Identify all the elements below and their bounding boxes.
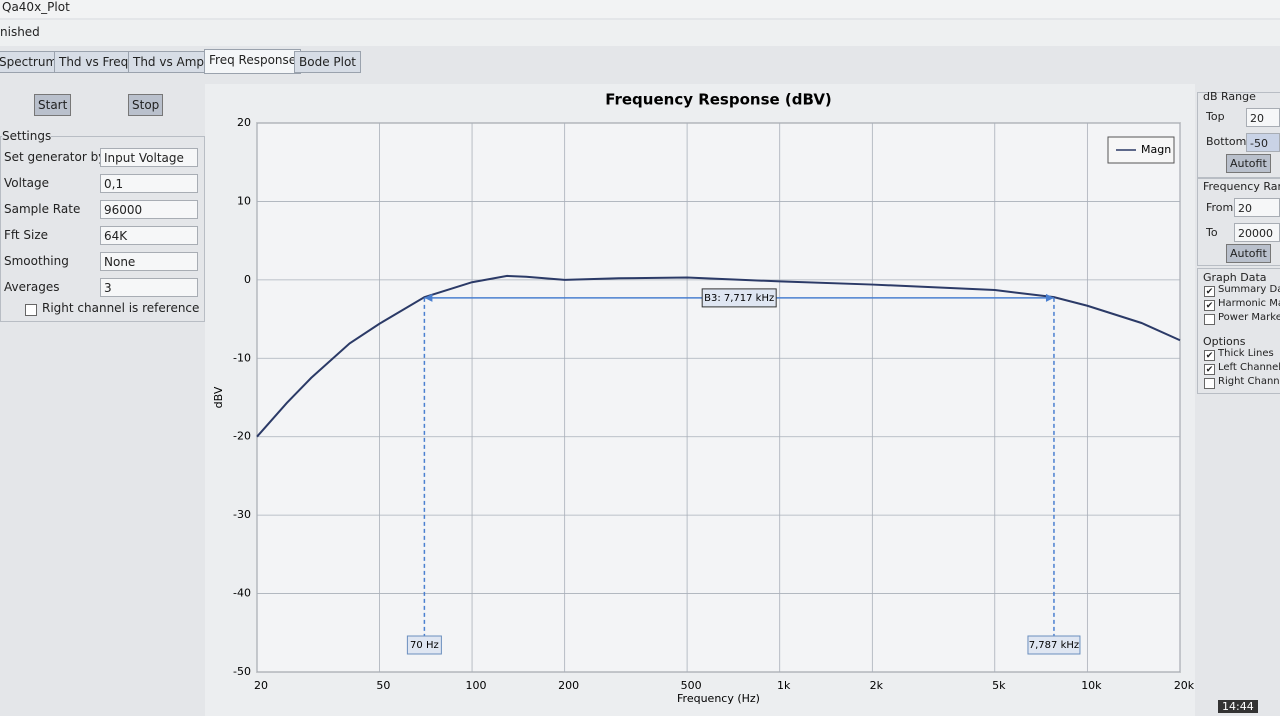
b3-label-box xyxy=(701,288,777,308)
stop-button[interactable]: Stop xyxy=(128,94,164,116)
checkbox-label: Right Channe xyxy=(1218,376,1280,387)
x-tick-label: 200 xyxy=(558,679,579,692)
setting-field[interactable]: 0,1 xyxy=(100,174,198,193)
y-tick-label: -20 xyxy=(233,430,251,443)
setting-field[interactable]: None xyxy=(100,252,198,271)
checkbox[interactable]: ✔ xyxy=(1204,350,1215,361)
arrow-head xyxy=(1045,293,1054,302)
status-text: nished xyxy=(0,20,1280,46)
setting-field[interactable]: 96000 xyxy=(100,200,198,219)
group-box xyxy=(1197,268,1280,394)
marker-label: 70 Hz xyxy=(410,640,439,651)
group-title: Frequency Rang xyxy=(1203,180,1280,193)
y-tick-label: 10 xyxy=(237,194,251,207)
x-tick-label: 10k xyxy=(1081,679,1102,692)
marker-label-box xyxy=(406,635,442,655)
y-tick-label: -50 xyxy=(233,665,251,678)
setting-label: Sample Rate xyxy=(4,202,81,216)
x-tick-label: 20 xyxy=(254,679,268,692)
setting-label: Averages xyxy=(4,280,60,294)
label: To xyxy=(1206,226,1218,239)
y-tick-label: 0 xyxy=(244,273,251,286)
x-tick-label: 50 xyxy=(376,679,390,692)
group-title: dB Range xyxy=(1203,90,1256,103)
x-tick-label: 1k xyxy=(777,679,791,692)
y-axis-label: dBV xyxy=(212,386,225,408)
chart: Frequency Response (dBV) -50 -40 -30 -20 -10 0… xyxy=(205,84,1195,716)
clock: 14:44 xyxy=(1218,700,1258,713)
tab[interactable]: Freq Response xyxy=(204,49,302,74)
checkbox-label: Harmonic Ma xyxy=(1218,298,1280,309)
tab[interactable]: Thd vs Amp xyxy=(128,51,210,73)
checkbox-label: Thick Lines xyxy=(1218,348,1274,359)
plot-area xyxy=(256,122,1181,673)
window-title: Qa40x_Plot xyxy=(0,0,1280,18)
group-box xyxy=(1197,178,1280,266)
checkbox-label: Power Marke xyxy=(1218,312,1280,323)
x-tick-label: 2k xyxy=(870,679,884,692)
tab[interactable]: Thd vs Freq xyxy=(54,51,134,73)
label: Bottom xyxy=(1206,135,1247,148)
autofit-button[interactable]: Autofit xyxy=(1226,244,1271,263)
setting-field[interactable]: Input Voltage xyxy=(100,148,198,167)
chart-title: Frequency Response (dBV) xyxy=(605,91,832,109)
x-tick-label: 100 xyxy=(466,679,487,692)
data-line xyxy=(256,274,1181,438)
group-title: Graph Data xyxy=(1203,271,1267,284)
y-tick-label: 20 xyxy=(237,116,251,129)
checkbox[interactable] xyxy=(25,304,37,316)
y-tick-label: -10 xyxy=(233,351,251,364)
legend-label: Magn xyxy=(1141,143,1171,156)
checkbox-label: Left Channel xyxy=(1218,362,1280,373)
checkbox[interactable] xyxy=(1204,378,1215,389)
checkbox-label: Summary Da xyxy=(1218,284,1280,295)
y-tick-label: -40 xyxy=(233,587,251,600)
start-button[interactable]: Start xyxy=(34,94,72,116)
tab[interactable]: Bode Plot xyxy=(294,51,362,73)
x-tick-label: 500 xyxy=(681,679,702,692)
checkbox-label: Right channel is reference xyxy=(42,301,200,315)
setting-label: Voltage xyxy=(4,176,50,190)
setting-label: Smoothing xyxy=(4,254,69,268)
tab[interactable]: Spectrum xyxy=(0,51,63,73)
marker-label-box xyxy=(1027,635,1081,655)
checkbox[interactable]: ✔ xyxy=(1204,286,1215,297)
checkbox[interactable]: ✔ xyxy=(1204,300,1215,311)
checkbox[interactable]: ✔ xyxy=(1204,364,1215,375)
settings-group xyxy=(0,136,205,322)
group-box xyxy=(1197,92,1280,178)
x-tick-label: 5k xyxy=(992,679,1006,692)
setting-field[interactable]: 3 xyxy=(100,278,198,297)
settings-title: Settings xyxy=(2,129,52,143)
label: From xyxy=(1206,201,1234,214)
field[interactable]: 20 xyxy=(1234,198,1280,217)
autofit-button[interactable]: Autofit xyxy=(1226,154,1271,173)
y-tick-label: -30 xyxy=(233,508,251,521)
x-tick-label: 20k xyxy=(1174,679,1195,692)
marker-label: 7,787 kHz xyxy=(1029,640,1079,651)
group-title: Options xyxy=(1203,335,1246,348)
setting-label: Fft Size xyxy=(4,228,49,242)
setting-label: Set generator by xyxy=(4,150,106,164)
x-axis-label: Frequency (Hz) xyxy=(677,692,760,705)
field[interactable]: -50 xyxy=(1246,133,1280,152)
field[interactable]: 20 xyxy=(1246,108,1280,127)
label: Top xyxy=(1206,110,1225,123)
setting-field[interactable]: 64K xyxy=(100,226,198,245)
b3-label: B3: 7,717 kHz xyxy=(704,293,774,304)
arrow-head xyxy=(424,293,433,302)
checkbox[interactable] xyxy=(1204,314,1215,325)
field[interactable]: 20000 xyxy=(1234,223,1280,242)
